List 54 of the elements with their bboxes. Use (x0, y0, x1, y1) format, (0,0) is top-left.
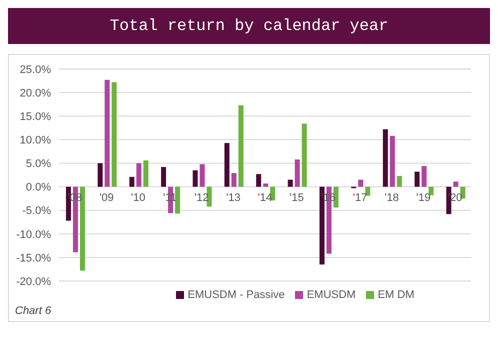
bar (294, 159, 300, 187)
bar (104, 80, 110, 187)
x-tick-label: '17 (352, 192, 368, 204)
y-tick-label: -15.0% (16, 252, 52, 264)
bar (358, 180, 364, 187)
bar (129, 176, 134, 187)
bar (175, 186, 180, 214)
bar (382, 129, 388, 187)
bar (390, 136, 395, 187)
y-tick-label: 0.0% (26, 182, 52, 194)
x-tick-label: '10 (131, 192, 146, 204)
x-tick-label: '11 (163, 192, 177, 204)
bar (80, 186, 85, 271)
bar (200, 164, 205, 187)
bar (136, 163, 142, 187)
legend-label: EMUSDM (306, 289, 356, 301)
y-tick-label: -10.0% (16, 228, 52, 241)
y-tick-label: 20.0% (20, 87, 52, 100)
x-tick-label: '08 (68, 192, 82, 204)
bar (334, 186, 339, 208)
bar (192, 170, 198, 187)
bar (231, 173, 236, 187)
bar (256, 174, 262, 187)
y-tick-label: 5.0% (26, 158, 52, 170)
bar (396, 176, 402, 187)
y-tick-label: 10.0% (20, 134, 52, 147)
bar (302, 124, 307, 187)
bar (263, 183, 268, 187)
bar (143, 160, 148, 187)
bar (453, 182, 458, 187)
bar (428, 186, 434, 196)
bar (206, 186, 212, 207)
legend-label: EM DM (378, 289, 414, 301)
y-tick-label: -5.0% (22, 205, 52, 218)
bar (288, 180, 293, 187)
chart-title: Total return by calendar year (8, 8, 490, 44)
x-tick-label: '15 (290, 192, 304, 204)
bar (238, 105, 244, 187)
x-tick-label: '09 (99, 192, 114, 204)
x-tick-label: '16 (321, 192, 336, 204)
legend-label: EMUSDM - Passive (188, 289, 285, 301)
y-tick-label: 25.0% (20, 64, 52, 76)
bar (98, 163, 103, 187)
y-tick-label: -20.0% (16, 276, 52, 288)
y-tick-label: 15.0% (20, 111, 52, 124)
x-tick-label: '18 (384, 192, 399, 204)
bar (414, 172, 420, 187)
bar (224, 142, 230, 187)
x-tick-label: '13 (226, 192, 240, 204)
caption: Chart 6 (15, 305, 52, 317)
bar (422, 166, 427, 187)
bar (112, 82, 117, 187)
x-tick-label: '19 (416, 192, 431, 204)
bar (161, 166, 166, 187)
